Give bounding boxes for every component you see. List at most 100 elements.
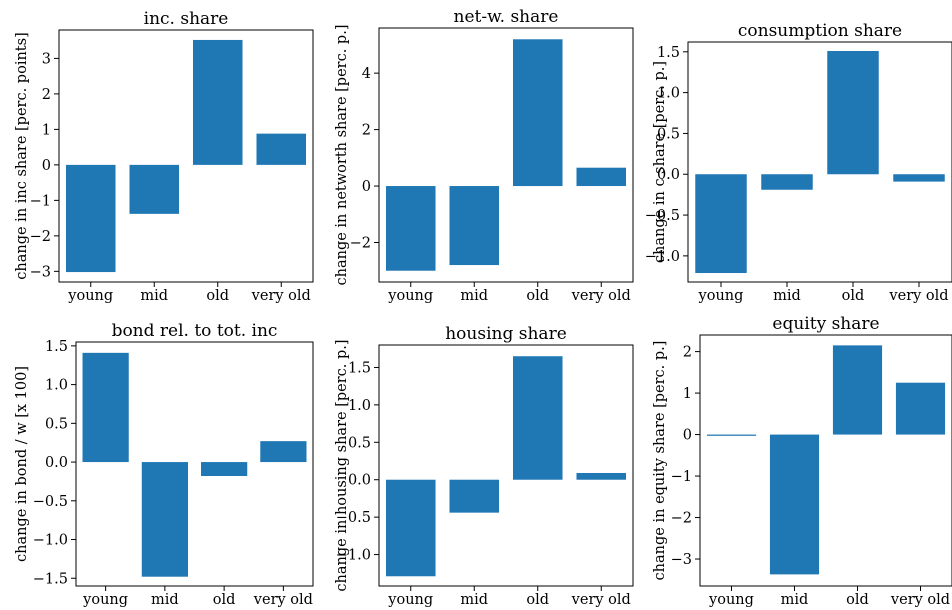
y-tick-label: −2 <box>671 511 692 527</box>
x-tick-label: mid <box>460 288 488 304</box>
y-tick-label: 2 <box>42 87 51 103</box>
y-tick-label: 2 <box>362 123 371 139</box>
bar-young <box>82 352 129 463</box>
x-tick-label: very old <box>253 592 313 608</box>
bar-young <box>385 186 436 271</box>
y-axis-label: change in bond / w [x 100] <box>14 366 30 562</box>
y-tick-label: −2 <box>30 229 51 245</box>
x-tick-label: very old <box>890 592 950 608</box>
axes-frame <box>378 344 634 587</box>
y-tick-label: −1.0 <box>33 533 68 549</box>
x-tick-label: old <box>526 288 549 304</box>
x-tick-label: young <box>698 288 744 304</box>
chart-title: housing share <box>445 324 567 344</box>
y-tick-label: −0.5 <box>645 208 680 224</box>
x-tick-label: mid <box>781 592 809 608</box>
chart-title: inc. share <box>144 9 229 29</box>
chart-panel-1: −3 −2 −1 0 1 2 3 young mid old very old inc. share c… <box>14 9 314 304</box>
x-tick-label: mid <box>151 592 179 608</box>
y-tick-label: 1 <box>42 122 51 138</box>
bar-mid <box>141 462 188 577</box>
chart-panel-3: −1.0 −0.5 0.0 0.5 1.0 1.5 young mid old very old c… <box>645 21 952 304</box>
y-tick-label: −3 <box>30 264 51 280</box>
bar-very-old <box>256 133 307 165</box>
x-tick-label: young <box>708 592 754 608</box>
axes-frame <box>699 334 952 587</box>
bar-young <box>385 479 436 577</box>
x-tick-label: old <box>526 592 549 608</box>
y-tick-label: 4 <box>362 66 371 82</box>
bar-old <box>201 462 248 476</box>
y-tick-label: 0.5 <box>657 126 680 142</box>
bar-very-old <box>576 167 627 187</box>
chart-title: net-w. share <box>454 7 559 27</box>
chart-title: consumption share <box>738 21 902 41</box>
x-tick-label: mid <box>773 288 801 304</box>
y-tick-label: 0 <box>683 428 692 444</box>
y-tick-label: 0.5 <box>348 435 371 451</box>
bar-very-old <box>576 472 627 480</box>
x-tick-label: young <box>82 592 128 608</box>
x-tick-label: very old <box>571 288 631 304</box>
bar-mid <box>761 174 813 190</box>
x-tick-label: very old <box>888 288 948 304</box>
x-tick-label: old <box>842 288 865 304</box>
axes-frame <box>378 27 634 283</box>
y-tick-label: 0.0 <box>348 473 371 489</box>
y-tick-label: 1 <box>683 386 692 402</box>
x-tick-label: young <box>67 288 113 304</box>
y-tick-label: 1.5 <box>45 339 68 355</box>
y-tick-label: −1 <box>30 193 51 209</box>
y-axis-label: change in c share [perc. p.] <box>652 61 668 263</box>
x-tick-label: young <box>387 288 433 304</box>
y-tick-label: −1.0 <box>645 249 680 265</box>
x-tick-label: mid <box>140 288 168 304</box>
chart-panel-6: −3 −2 −1 0 1 2 young mid old very old equity share… <box>652 314 952 608</box>
bar-old <box>832 345 883 435</box>
y-tick-label: 0 <box>362 179 371 195</box>
y-axis-label: change in housing share [perc. p.] <box>334 339 350 591</box>
x-tick-label: young <box>387 592 433 608</box>
y-tick-label: −1 <box>671 469 692 485</box>
chart-panel-2: −2 0 2 4 young mid old very old net-w. share chan… <box>334 7 634 304</box>
bar-young <box>695 174 747 274</box>
bar-old <box>192 39 243 165</box>
chart-title: bond rel. to tot. inc <box>112 321 278 341</box>
axes-frame <box>687 41 952 283</box>
y-tick-label: 1.5 <box>657 45 680 61</box>
y-tick-label: −1.0 <box>336 548 371 564</box>
bar-old <box>512 356 563 480</box>
x-tick-label: old <box>206 288 229 304</box>
bar-mid <box>449 479 500 513</box>
y-tick-label: −1.5 <box>33 571 68 587</box>
chart-title: equity share <box>772 314 879 334</box>
y-axis-label: change in equity share [perc. p.] <box>652 341 668 581</box>
axes-frame <box>58 29 314 283</box>
bar-young <box>706 434 757 436</box>
x-tick-label: old <box>846 592 869 608</box>
x-tick-label: mid <box>460 592 488 608</box>
bar-old <box>512 39 563 187</box>
bar-old <box>827 50 879 175</box>
chart-panel-5: −1.0 −0.5 0.0 0.5 1.0 1.5 young mid old very old h… <box>334 324 634 608</box>
bar-mid <box>129 164 180 214</box>
y-tick-label: −2 <box>350 235 371 251</box>
chart-panel-4: −1.5 −1.0 −0.5 0.0 0.5 1.0 1.5 young mid old very … <box>14 321 314 608</box>
y-tick-label: 1.0 <box>348 398 371 414</box>
x-tick-label: very old <box>571 592 631 608</box>
y-tick-label: 0 <box>42 158 51 174</box>
y-tick-label: 3 <box>42 51 51 67</box>
bar-very-old <box>260 441 307 463</box>
bar-mid <box>449 186 500 266</box>
x-tick-label: very old <box>251 288 311 304</box>
y-tick-label: 1.0 <box>45 378 68 394</box>
bar-very-old <box>895 382 946 435</box>
y-tick-label: 1.0 <box>657 86 680 102</box>
bar-young <box>65 164 116 273</box>
y-axis-label: change in inc share [perc. points] <box>14 32 30 279</box>
y-tick-label: 0.0 <box>657 167 680 183</box>
y-tick-label: −0.5 <box>33 494 68 510</box>
bar-mid <box>769 434 820 575</box>
y-tick-label: 0.0 <box>45 455 68 471</box>
